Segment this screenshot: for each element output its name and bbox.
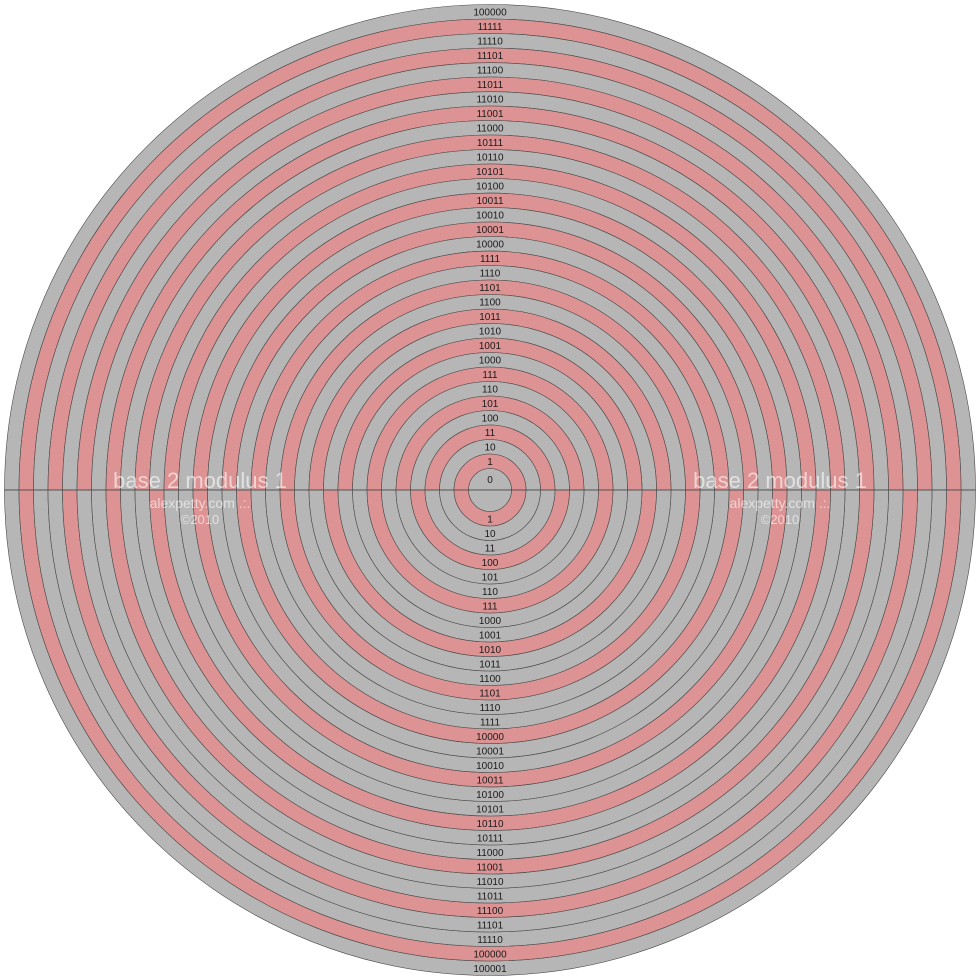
label-bottom-1: 1 <box>487 514 493 525</box>
watermark-title-0: base 2 modulus 1 <box>113 468 287 493</box>
label-top-28: 11100 <box>477 65 504 76</box>
label-top-9: 1001 <box>479 341 502 352</box>
label-bottom-17: 10001 <box>476 746 504 757</box>
label-bottom-15: 1111 <box>480 717 500 728</box>
label-bottom-16: 10000 <box>476 732 504 743</box>
label-top-31: 11111 <box>478 22 503 33</box>
label-bottom-30: 11110 <box>477 935 503 946</box>
watermark-subtitle-0: alexpetty.com .:. <box>150 495 251 511</box>
label-bottom-13: 1101 <box>479 688 501 699</box>
label-top-27: 11011 <box>477 80 504 91</box>
label-top-6: 110 <box>482 384 498 395</box>
label-top-17: 10001 <box>476 225 504 236</box>
label-top-0: 0 <box>487 475 493 486</box>
watermark-year-1: ©2010 <box>761 512 800 527</box>
label-bottom-24: 11000 <box>476 848 504 859</box>
label-top-21: 10101 <box>476 167 504 178</box>
label-top-1: 1 <box>487 457 493 468</box>
label-bottom-23: 10111 <box>477 833 504 844</box>
label-bottom-4: 100 <box>482 558 499 569</box>
label-bottom-19: 10011 <box>476 775 504 786</box>
label-bottom-21: 10101 <box>476 804 504 815</box>
label-top-11: 1011 <box>479 312 501 323</box>
label-bottom-12: 1100 <box>479 674 501 685</box>
label-top-25: 11001 <box>476 109 504 120</box>
label-top-23: 10111 <box>477 138 504 149</box>
label-top-8: 1000 <box>479 355 502 366</box>
label-top-18: 10010 <box>476 210 504 221</box>
label-bottom-31: 100000 <box>473 949 507 960</box>
label-bottom-27: 11011 <box>477 891 504 902</box>
label-top-30: 11110 <box>477 36 503 47</box>
label-bottom-9: 1001 <box>479 630 502 641</box>
label-top-22: 10110 <box>476 152 504 163</box>
label-bottom-22: 10110 <box>476 819 504 830</box>
concentric-diagram: base 2 modulus 1alexpetty.com .:.©2010ba… <box>0 0 980 980</box>
label-bottom-8: 1000 <box>479 616 502 627</box>
label-top-19: 10011 <box>476 196 504 207</box>
label-top-14: 1110 <box>480 268 501 279</box>
label-top-2: 10 <box>484 442 496 453</box>
label-bottom-7: 111 <box>482 601 498 612</box>
label-top-10: 1010 <box>479 326 502 337</box>
watermark-subtitle-1: alexpetty.com .:. <box>730 495 831 511</box>
label-bottom-14: 1110 <box>480 703 501 714</box>
label-top-26: 11010 <box>476 94 504 105</box>
label-bottom-11: 1011 <box>479 659 501 670</box>
label-top-7: 111 <box>482 370 498 381</box>
label-bottom-26: 11010 <box>476 877 504 888</box>
label-bottom-2: 10 <box>484 529 496 540</box>
label-top-20: 10100 <box>476 181 504 192</box>
label-top-29: 11101 <box>477 51 504 62</box>
label-bottom-3: 11 <box>485 543 496 554</box>
watermark-year-0: ©2010 <box>181 512 220 527</box>
label-bottom-20: 10100 <box>476 790 504 801</box>
label-top-12: 1100 <box>479 297 501 308</box>
label-bottom-32: 100001 <box>473 964 507 975</box>
label-bottom-29: 11101 <box>477 920 504 931</box>
label-top-24: 11000 <box>476 123 504 134</box>
label-top-4: 100 <box>482 413 499 424</box>
label-top-32: 100000 <box>473 7 507 18</box>
label-bottom-18: 10010 <box>476 761 504 772</box>
label-bottom-6: 110 <box>482 587 498 598</box>
label-bottom-5: 101 <box>482 572 499 583</box>
label-top-3: 11 <box>485 428 496 439</box>
label-top-5: 101 <box>482 399 499 410</box>
label-bottom-25: 11001 <box>476 862 504 873</box>
label-bottom-28: 11100 <box>477 906 504 917</box>
watermark-title-1: base 2 modulus 1 <box>693 468 867 493</box>
label-top-15: 1111 <box>480 254 500 265</box>
label-top-16: 10000 <box>476 239 504 250</box>
label-bottom-10: 1010 <box>479 645 502 656</box>
label-top-13: 1101 <box>479 283 501 294</box>
